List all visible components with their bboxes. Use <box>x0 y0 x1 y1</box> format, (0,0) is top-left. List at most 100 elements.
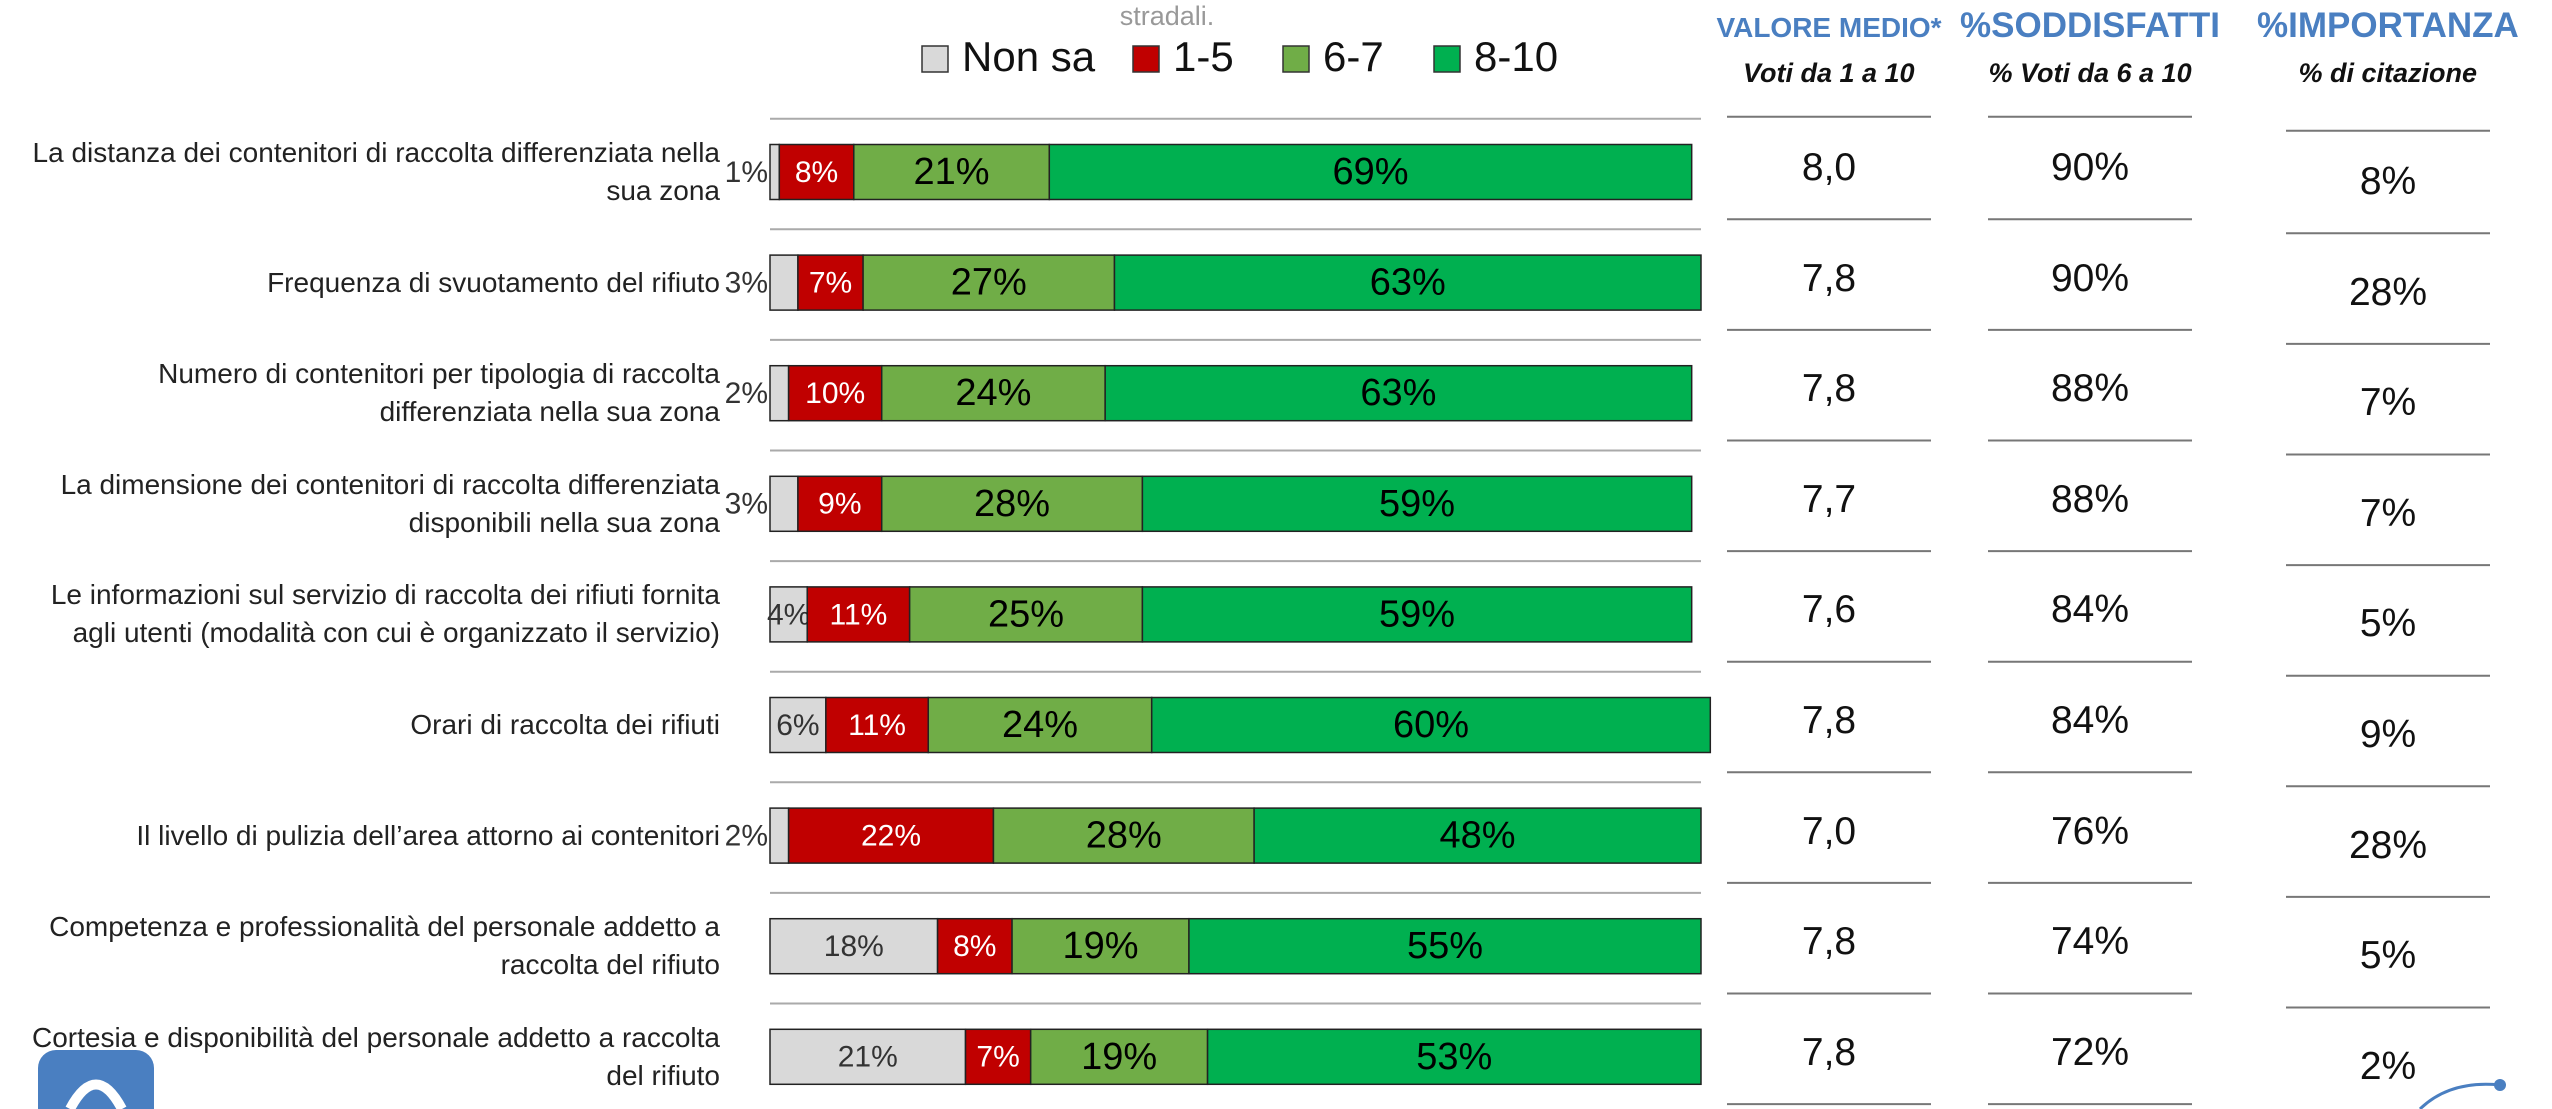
data-label: 53% <box>1416 1036 1492 1078</box>
bar-segment <box>880 475 1144 533</box>
data-label: 2% <box>725 820 768 853</box>
data-label: 22% <box>861 820 921 853</box>
bar-segment <box>787 807 995 864</box>
column-value: 9% <box>2359 713 2417 756</box>
legend-swatch <box>921 45 949 73</box>
bar-segment <box>964 1028 1032 1086</box>
data-label: 21% <box>838 1041 898 1074</box>
logo-right <box>2418 1082 2501 1109</box>
column-value: 5% <box>2359 602 2417 646</box>
column-value: 7,8 <box>1801 920 1857 964</box>
data-label: 19% <box>1062 925 1138 967</box>
bar-segment <box>1141 475 1693 533</box>
category-label: Le informazioni sul servizio di raccolta… <box>50 579 720 649</box>
bar-segment <box>769 254 799 311</box>
bar-segment <box>769 586 808 643</box>
logo-left-mark <box>65 1079 127 1109</box>
column-value: 84% <box>2050 588 2130 632</box>
legend-swatch <box>1282 45 1310 73</box>
data-label: 2% <box>725 377 768 410</box>
data-label: 3% <box>725 488 768 521</box>
bar-segment <box>769 364 790 422</box>
category-label: La dimensione dei contenitori di raccolt… <box>60 468 720 538</box>
column-value: 72% <box>2050 1030 2130 1074</box>
column-value: 5% <box>2359 934 2417 978</box>
column-value: 88% <box>2050 367 2130 411</box>
data-label: 24% <box>1002 704 1078 746</box>
bar-segment <box>769 917 939 975</box>
bar-segment <box>1029 1028 1209 1086</box>
column-value: 8% <box>2359 160 2417 203</box>
data-label: 9% <box>818 488 861 521</box>
column-value: 7,8 <box>1801 256 1857 300</box>
column-subtitle: % di citazione <box>2298 58 2478 88</box>
data-label: 11% <box>830 598 888 631</box>
legend-swatch <box>1433 45 1461 73</box>
column-value: 84% <box>2050 699 2130 742</box>
data-label: 59% <box>1379 483 1455 525</box>
legend-swatch <box>1132 45 1160 73</box>
data-label: 60% <box>1393 704 1469 746</box>
data-label: 28% <box>974 483 1050 525</box>
bar-segment <box>1206 1028 1702 1086</box>
data-label: 7% <box>809 267 852 300</box>
bar-segment <box>992 807 1255 864</box>
column-value: 8,0 <box>1801 146 1857 189</box>
column-value: 7% <box>2359 381 2417 425</box>
bar-segment <box>1113 254 1702 311</box>
data-label: 18% <box>824 930 884 963</box>
data-label: 63% <box>1370 262 1446 304</box>
column-value: 7,8 <box>1801 699 1857 742</box>
bar-segment <box>769 807 790 864</box>
category-label: Frequenza di svuotamento del rifiuto <box>267 266 720 298</box>
bar-segment <box>806 586 911 643</box>
data-label: 8% <box>795 156 838 189</box>
data-label: 28% <box>1086 815 1162 857</box>
bar-segment <box>1048 143 1693 201</box>
column-title: VALORE MEDIO* <box>1716 12 1942 43</box>
data-label: 69% <box>1332 151 1408 193</box>
data-label: 7% <box>976 1041 1019 1074</box>
data-label: 8% <box>953 930 996 963</box>
bar-segment <box>1141 586 1693 643</box>
bar-segment <box>936 917 1013 975</box>
column-value: 7,6 <box>1801 588 1857 632</box>
column-value: 7,8 <box>1801 1030 1857 1074</box>
bar-segment <box>1104 364 1693 422</box>
category-label: Competenza e professionalità del persona… <box>49 911 720 981</box>
data-label: 4% <box>767 598 810 631</box>
bar-segment <box>1150 696 1712 754</box>
category-label: La distanza dei contenitori di raccolta … <box>32 137 720 206</box>
column-value: 7,8 <box>1801 367 1857 411</box>
logo-right-dot <box>2494 1079 2506 1091</box>
data-label: 24% <box>955 372 1031 414</box>
bar-segment <box>797 475 883 533</box>
category-label: Il livello di pulizia dell’area attorno … <box>136 819 720 851</box>
data-label: 63% <box>1360 372 1436 414</box>
legend-label: 8-10 <box>1474 33 1558 80</box>
column-value: 74% <box>2050 920 2130 964</box>
bar-segment <box>797 254 864 311</box>
column-value: 76% <box>2050 809 2130 853</box>
data-label: 10% <box>805 377 865 410</box>
data-label: 6% <box>776 709 819 742</box>
data-label: 1% <box>725 156 768 189</box>
column-value: 28% <box>2348 823 2428 867</box>
column-subtitle: % Voti da 6 a 10 <box>1988 58 2192 88</box>
legend-label: Non sa <box>962 33 1096 80</box>
column-value: 7,7 <box>1801 477 1857 521</box>
column-value: 90% <box>2050 146 2130 189</box>
column-value: 2% <box>2359 1044 2417 1088</box>
data-label: 21% <box>914 151 990 193</box>
bar-segment <box>927 696 1153 754</box>
column-value: 7% <box>2359 491 2417 535</box>
data-label: 55% <box>1407 925 1483 967</box>
column-value: 7,0 <box>1801 809 1857 853</box>
bar-segment <box>1188 917 1702 975</box>
bar-segment <box>825 696 930 754</box>
bar-segment <box>769 143 781 201</box>
data-label: 59% <box>1379 593 1455 635</box>
bar-segment <box>853 143 1051 201</box>
